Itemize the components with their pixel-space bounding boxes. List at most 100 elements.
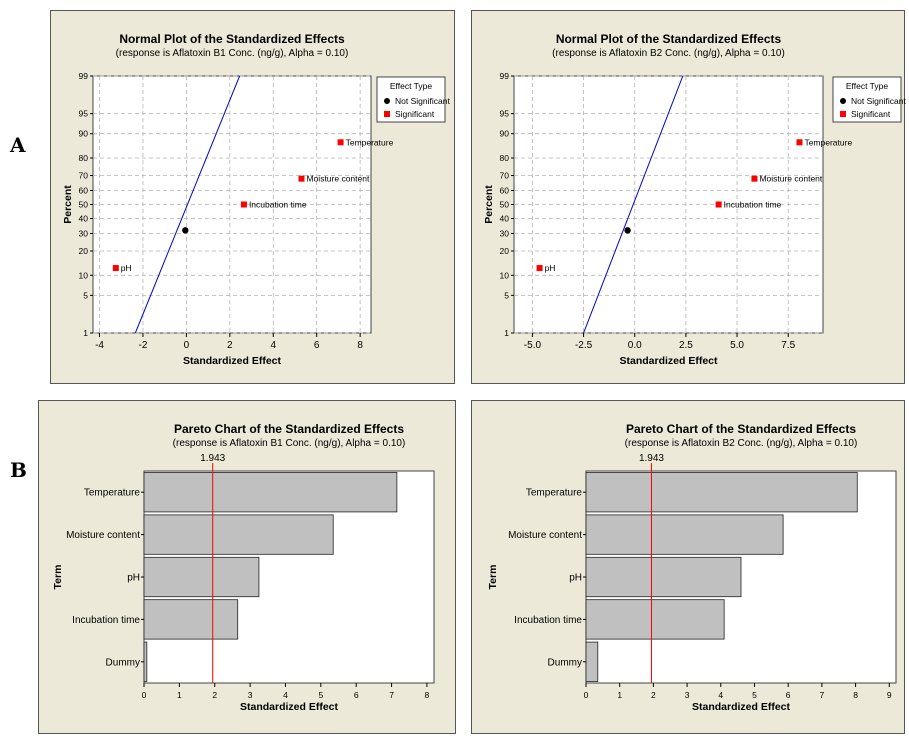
chart-subtitle: (response is Aflatoxin B1 Conc. (ng/g), … bbox=[173, 438, 406, 449]
x-tick-label: 2 bbox=[227, 340, 233, 351]
legend-title: Effect Type bbox=[390, 81, 432, 91]
point-moisture-content bbox=[298, 175, 305, 182]
x-tick-label: 7 bbox=[820, 690, 825, 700]
legend-marker-not-significant bbox=[384, 98, 390, 104]
bar-moisture-content bbox=[585, 514, 784, 555]
pareto-chart-b2-svg: Pareto Chart of the Standardized Effects… bbox=[487, 422, 897, 713]
x-tick-label: 6 bbox=[786, 690, 791, 700]
plot-area bbox=[92, 75, 372, 334]
point-ph bbox=[112, 265, 119, 272]
x-tick-label: -2.5 bbox=[575, 340, 593, 351]
x-tick-label: 3 bbox=[248, 690, 253, 700]
category-label-temperature: Temperature bbox=[84, 488, 141, 499]
chart-subtitle: (response is Aflatoxin B1 Conc. (ng/g), … bbox=[116, 48, 349, 59]
x-tick-label: 5.0 bbox=[730, 340, 744, 351]
y-axis-title: Percent bbox=[62, 185, 74, 224]
chart-subtitle: (response is Aflatoxin B2 Conc. (ng/g), … bbox=[552, 48, 785, 59]
x-tick-label: 0 bbox=[142, 690, 147, 700]
point-moisture-content bbox=[751, 175, 758, 182]
legend-marker-not-significant bbox=[840, 98, 846, 104]
x-tick-label: 7 bbox=[389, 690, 394, 700]
point-label-ph: pH bbox=[121, 263, 132, 273]
y-tick-label: 1 bbox=[83, 328, 88, 338]
x-tick-label: 2 bbox=[212, 690, 217, 700]
point-not-significant bbox=[182, 227, 189, 234]
x-tick-label: -4 bbox=[95, 340, 104, 351]
point-label-moisture-content: Moisture content bbox=[759, 174, 822, 184]
point-label-ph: pH bbox=[545, 263, 556, 273]
reference-line-label: 1.943 bbox=[200, 453, 225, 464]
bar-ph bbox=[143, 556, 260, 598]
y-axis-title: Term bbox=[487, 565, 499, 590]
y-tick-label: 70 bbox=[79, 171, 89, 181]
x-axis-title: Standardized Effect bbox=[240, 701, 339, 713]
category-label-dummy: Dummy bbox=[106, 657, 140, 668]
x-tick-label: 4 bbox=[283, 690, 288, 700]
y-tick-label: 90 bbox=[79, 129, 89, 139]
x-axis-title: Standardized Effect bbox=[183, 355, 282, 367]
y-tick-label: 1 bbox=[504, 328, 509, 338]
y-tick-label: 50 bbox=[500, 200, 510, 210]
x-tick-label: 8 bbox=[425, 690, 430, 700]
normal-plot-b2: Normal Plot of the Standardized Effects (… bbox=[471, 10, 906, 384]
point-label-incubation-time: Incubation time bbox=[724, 200, 782, 210]
panel-label-b: B bbox=[10, 458, 27, 482]
x-tick-label: 8 bbox=[853, 690, 858, 700]
y-tick-label: 50 bbox=[79, 200, 89, 210]
y-tick-label: 20 bbox=[79, 246, 89, 256]
x-tick-label: 1 bbox=[617, 690, 622, 700]
legend-item-significant: Significant bbox=[851, 109, 891, 119]
legend-item-not-significant: Not Significant bbox=[395, 96, 450, 106]
bar-dummy bbox=[585, 641, 599, 682]
x-tick-label: 0 bbox=[184, 340, 190, 351]
bar-ph bbox=[585, 556, 742, 598]
x-tick-label: 3 bbox=[685, 690, 690, 700]
y-tick-label: 95 bbox=[79, 109, 89, 119]
point-temperature bbox=[337, 139, 344, 146]
bar-incubation-time bbox=[143, 599, 239, 640]
x-axis-title: Standardized Effect bbox=[692, 701, 791, 713]
y-axis-title: Term bbox=[52, 565, 64, 590]
y-tick-label: 10 bbox=[79, 270, 89, 280]
normal-plot-b1: Normal Plot of the Standardized Effects (… bbox=[50, 10, 455, 384]
point-label-temperature: Temperature bbox=[804, 137, 852, 147]
normal-plot-b1-svg: Normal Plot of the Standardized Effects (… bbox=[62, 32, 450, 367]
x-tick-label: 2 bbox=[651, 690, 656, 700]
bar-moisture-content bbox=[143, 514, 334, 555]
y-tick-label: 10 bbox=[500, 270, 510, 280]
x-tick-label: 8 bbox=[357, 340, 363, 351]
pareto-chart-b2: Pareto Chart of the Standardized Effects… bbox=[471, 400, 905, 734]
x-tick-label: 9 bbox=[887, 690, 892, 700]
x-tick-label: 6 bbox=[314, 340, 320, 351]
pareto-chart-b1-svg: Pareto Chart of the Standardized Effects… bbox=[52, 422, 435, 713]
category-label-ph: pH bbox=[569, 573, 582, 584]
point-ph bbox=[536, 265, 543, 272]
fit-line bbox=[583, 76, 684, 333]
bar-temperature bbox=[585, 472, 858, 513]
category-label-temperature: Temperature bbox=[526, 488, 583, 499]
legend-item-not-significant: Not Significant bbox=[851, 96, 906, 106]
x-tick-label: 0 bbox=[584, 690, 589, 700]
legend-marker-significant bbox=[840, 111, 846, 117]
panel-label-a: A bbox=[10, 133, 26, 157]
category-label-incubation-time: Incubation time bbox=[514, 615, 582, 626]
bar-dummy bbox=[143, 641, 148, 682]
chart-title: Pareto Chart of the Standardized Effects bbox=[174, 422, 404, 436]
category-label-moisture-content: Moisture content bbox=[66, 530, 140, 541]
y-tick-label: 99 bbox=[500, 71, 510, 81]
y-tick-label: 30 bbox=[79, 228, 89, 238]
point-incubation-time bbox=[715, 201, 722, 208]
pareto-chart-b1: Pareto Chart of the Standardized Effects… bbox=[38, 400, 456, 734]
legend-title: Effect Type bbox=[846, 81, 888, 91]
y-tick-label: 40 bbox=[79, 213, 89, 223]
chart-subtitle: (response is Aflatoxin B2 Conc. (ng/g), … bbox=[625, 438, 858, 449]
category-label-ph: pH bbox=[127, 573, 140, 584]
x-tick-label: 2.5 bbox=[679, 340, 693, 351]
legend-marker-significant bbox=[384, 111, 390, 117]
chart-title: Normal Plot of the Standardized Effects bbox=[119, 32, 345, 46]
y-tick-label: 60 bbox=[500, 186, 510, 196]
x-tick-label: 4 bbox=[718, 690, 723, 700]
y-tick-label: 90 bbox=[500, 129, 510, 139]
y-tick-label: 20 bbox=[500, 246, 510, 256]
chart-title: Normal Plot of the Standardized Effects bbox=[556, 32, 782, 46]
